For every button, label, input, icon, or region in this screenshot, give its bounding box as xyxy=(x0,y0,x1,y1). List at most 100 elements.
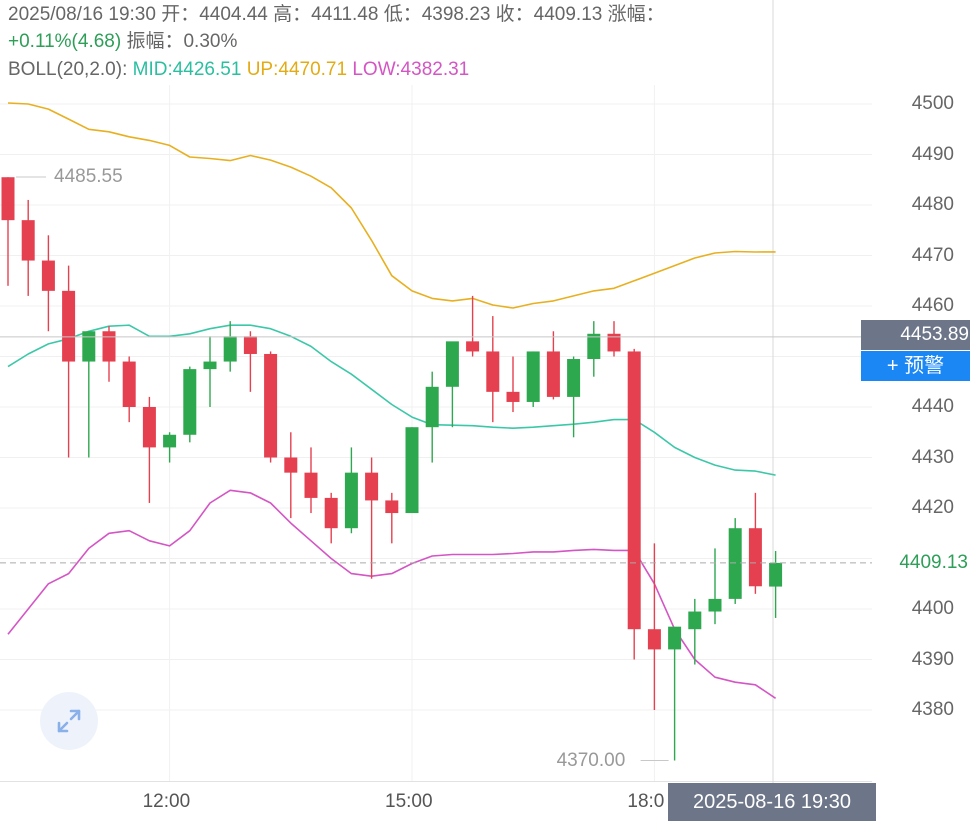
candle-body xyxy=(41,260,55,291)
candle-body xyxy=(748,528,762,587)
candle-rising xyxy=(82,331,96,458)
crosshair xyxy=(0,176,872,761)
candle-falling xyxy=(304,447,318,514)
min-price-label: 4370.00 xyxy=(556,749,626,771)
candle-body xyxy=(102,331,116,362)
y-tick-label: 4430 xyxy=(911,446,954,468)
candle-body xyxy=(708,598,722,612)
crosshair-price: 4453.89 xyxy=(900,324,969,345)
candle-body xyxy=(769,562,783,587)
candle-body xyxy=(344,472,358,529)
candle-falling xyxy=(627,348,641,660)
candle-body xyxy=(506,391,520,402)
candle-body xyxy=(728,528,742,599)
y-tick-label: 4420 xyxy=(911,497,954,518)
candle-falling xyxy=(324,492,338,544)
candle-body xyxy=(203,361,217,370)
candle-falling xyxy=(748,492,762,594)
candle-body xyxy=(284,457,298,473)
candle-rising xyxy=(688,598,702,665)
candle-body xyxy=(526,351,540,402)
x-tick-label: 12:00 xyxy=(142,791,191,812)
candle-body xyxy=(365,472,379,501)
candle-body xyxy=(62,290,76,362)
candle-falling xyxy=(284,432,298,519)
candle-rising xyxy=(183,366,197,443)
candle-body xyxy=(587,333,601,360)
candle-falling xyxy=(102,326,116,382)
boll-up-line xyxy=(7,102,776,309)
candle-rising xyxy=(728,518,742,604)
candle-falling xyxy=(607,321,621,357)
candle-rising xyxy=(587,321,601,377)
candle-body xyxy=(466,341,480,352)
candle-rising xyxy=(203,336,217,407)
y-tick-label: 4460 xyxy=(911,295,954,316)
candle-rising xyxy=(668,626,682,761)
y-tick-label: 4480 xyxy=(911,194,954,215)
candle-rising xyxy=(445,341,459,428)
expand-arrows-icon xyxy=(57,709,81,733)
boll-label: BOLL(20,2.0): xyxy=(8,59,128,80)
candle-body xyxy=(607,333,621,352)
candle-body xyxy=(668,626,682,650)
candle-body xyxy=(425,386,439,428)
x-tick-label: 15:00 xyxy=(385,791,433,812)
expand-button[interactable] xyxy=(40,692,98,750)
y-tick-label: 4400 xyxy=(911,598,954,619)
candle-falling xyxy=(1,177,15,286)
candle-falling xyxy=(486,316,500,423)
boll-mid-line xyxy=(7,324,776,476)
candle-falling xyxy=(243,331,257,392)
boll-mid-value: MID:4426.51 xyxy=(132,59,242,80)
candle-falling xyxy=(122,356,136,423)
crosshair-price-tag: 4453.89 xyxy=(861,320,970,350)
candle-body xyxy=(647,629,661,650)
crosshair-time-tag: 2025-08-16 19:30 xyxy=(668,783,876,821)
candle-falling xyxy=(264,351,278,463)
candle-falling xyxy=(466,295,480,357)
candle-body xyxy=(122,361,136,407)
max-price-label: 4485.55 xyxy=(54,165,123,187)
candle-rising xyxy=(163,432,177,463)
candle-body xyxy=(264,353,278,458)
candle-rising xyxy=(708,548,722,625)
candle-rising xyxy=(769,551,783,618)
y-tick-label: 4380 xyxy=(911,699,954,720)
candle-body xyxy=(445,341,459,387)
candle-body xyxy=(567,359,581,397)
ohlc-text: 2025/08/16 19:30 开：4404.44 高：4411.48 低：4… xyxy=(8,4,665,25)
candle-rising xyxy=(344,447,358,534)
candle-falling xyxy=(62,265,76,458)
candle-falling xyxy=(365,457,379,579)
y-tick-label: 4390 xyxy=(911,648,954,670)
change-value: +0.11%(4.68) xyxy=(8,31,122,52)
candle-body xyxy=(546,351,560,397)
alert-button[interactable]: + 预警 xyxy=(861,351,970,381)
candle-body xyxy=(1,177,15,221)
boll-header: BOLL(20,2.0): MID:4426.51 UP:4470.71 LOW… xyxy=(8,58,469,82)
y-tick-label: 4490 xyxy=(911,143,954,165)
x-tick-label: 18:0 xyxy=(627,791,665,812)
boll-bands xyxy=(7,102,777,699)
candle-rising xyxy=(567,356,581,438)
candle-body xyxy=(21,220,35,261)
candle-falling xyxy=(385,492,399,544)
ohlc-header: 2025/08/16 19:30 开：4404.44 高：4411.48 低：4… xyxy=(8,3,665,27)
amplitude-value: 振幅：0.30% xyxy=(121,31,238,52)
candle-body xyxy=(183,369,197,435)
candle-falling xyxy=(21,199,35,296)
candle-body xyxy=(627,351,641,630)
boll-low-value: LOW:4382.31 xyxy=(352,59,470,80)
candle-body xyxy=(688,611,702,630)
last-price-label: 4409.13 xyxy=(899,552,968,573)
candle-falling xyxy=(546,331,560,400)
candle-falling xyxy=(142,396,156,503)
candle-rising xyxy=(526,351,540,407)
candle-body xyxy=(223,336,237,362)
candle-body xyxy=(142,407,156,448)
candle-rising xyxy=(223,321,237,372)
candle-body xyxy=(304,472,318,498)
candle-rising xyxy=(405,427,419,514)
